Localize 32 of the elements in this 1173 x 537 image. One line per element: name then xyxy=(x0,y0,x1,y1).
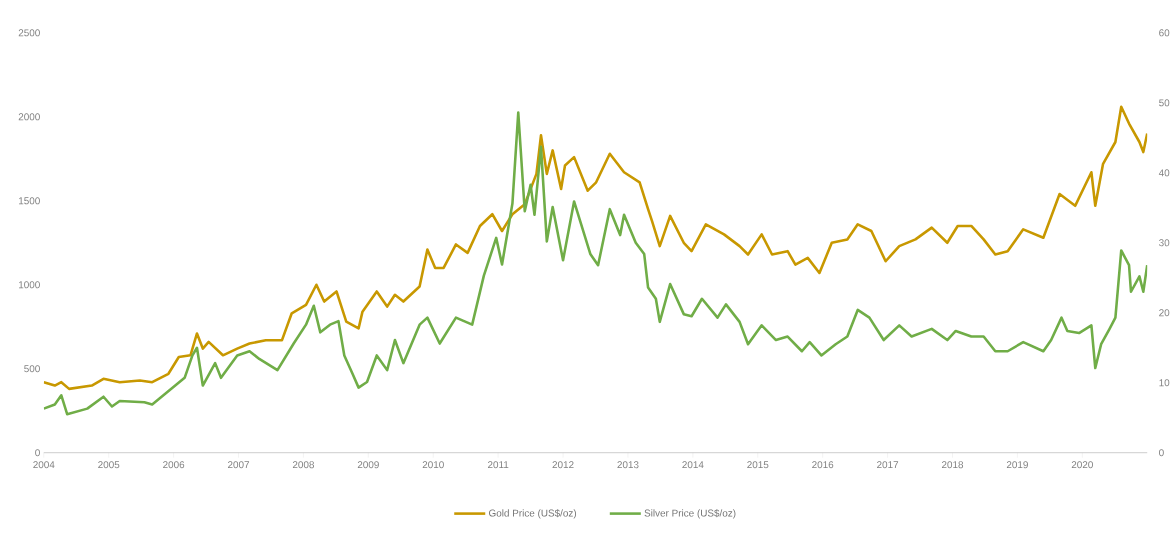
x-tick-label: 2006 xyxy=(163,461,185,469)
y-tick-label: 2500 xyxy=(18,29,40,37)
x-tick-label: 2009 xyxy=(357,461,379,469)
y-tick-label: 1000 xyxy=(19,281,40,289)
y2-tick-label: 50 xyxy=(1159,99,1170,107)
y2-tick-label: 40 xyxy=(1158,169,1170,177)
legend-label: Silver Price (US$/oz) xyxy=(644,509,736,519)
x-tick-label: 2020 xyxy=(1071,461,1093,469)
x-tick-label: 2019 xyxy=(1006,461,1028,469)
y-tick-label: 2000 xyxy=(18,113,40,121)
x-tick-label: 2011 xyxy=(487,461,509,469)
x-tick-label: 2018 xyxy=(941,461,964,469)
x-tick-label: 2017 xyxy=(877,461,899,469)
x-tick-label: 2016 xyxy=(812,461,834,469)
legend-label: Gold Price (US$/oz) xyxy=(489,509,577,519)
x-tick-label: 2012 xyxy=(552,461,574,469)
x-tick-label: 2015 xyxy=(747,461,769,469)
x-tick-label: 2008 xyxy=(292,461,315,469)
x-tick-label: 2004 xyxy=(33,461,55,469)
x-tick-label: 2010 xyxy=(422,461,444,469)
y-tick-label: 0 xyxy=(35,449,40,457)
y2-tick-label: 60 xyxy=(1159,29,1170,37)
y2-tick-label: 20 xyxy=(1159,309,1170,317)
x-tick-label: 2007 xyxy=(227,461,250,469)
x-tick-label: 2014 xyxy=(682,461,704,469)
y2-tick-label: 30 xyxy=(1159,239,1170,247)
y-tick-label: 1500 xyxy=(19,197,40,205)
x-tick-label: 2013 xyxy=(617,461,639,469)
y2-tick-label: 10 xyxy=(1159,379,1170,387)
y-tick-label: 500 xyxy=(24,365,40,373)
x-tick-label: 2005 xyxy=(98,461,120,469)
y2-tick-label: 0 xyxy=(1159,449,1164,457)
